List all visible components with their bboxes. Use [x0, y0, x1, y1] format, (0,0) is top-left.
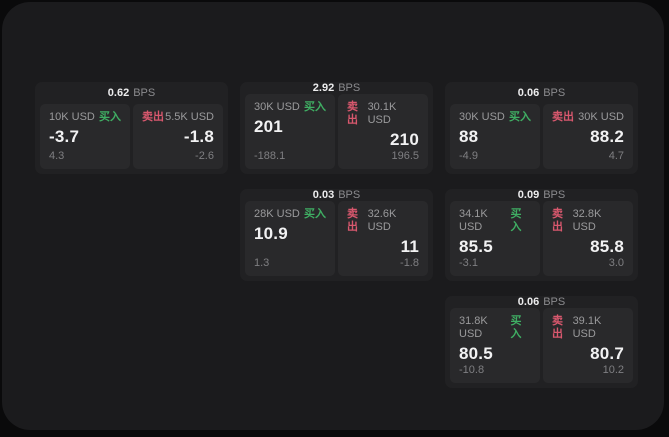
bps-value: 0.09 — [517, 189, 540, 201]
buy-amount: 28K USD — [254, 208, 300, 220]
card-header: 0.09 BPS — [445, 189, 638, 201]
sell-price: 88.2 — [590, 127, 624, 146]
buy-panel[interactable]: 10K USD 买入 -3.7 4.3 — [40, 104, 130, 169]
sell-panel[interactable]: 卖出 5.5K USD -1.8 -2.6 — [133, 104, 223, 169]
price-panels: 34.1K USD 买入 85.5 -3.1 卖出 32.8K USD 85.8… — [445, 201, 638, 281]
sell-label: 卖出 — [552, 208, 563, 233]
sell-panel[interactable]: 卖出 30K USD 88.2 4.7 — [543, 104, 633, 169]
sell-label: 卖出 — [552, 315, 563, 340]
buy-label: 买入 — [510, 315, 522, 340]
sell-label: 卖出 — [347, 208, 358, 233]
sell-panel[interactable]: 卖出 32.8K USD 85.8 3.0 — [543, 201, 633, 276]
buy-panel[interactable]: 31.8K USD 买入 80.5 -10.8 — [450, 308, 540, 383]
buy-price: 201 — [254, 117, 283, 136]
buy-price: 80.5 — [459, 344, 493, 363]
sell-panel[interactable]: 卖出 32.6K USD 11 -1.8 — [338, 201, 428, 276]
price-panels: 10K USD 买入 -3.7 4.3 卖出 5.5K USD -1.8 -2.… — [35, 104, 228, 174]
price-panels: 28K USD 买入 10.9 1.3 卖出 32.6K USD 11 -1.8 — [240, 201, 433, 281]
sell-delta: 3.0 — [608, 257, 624, 269]
quote-card: 0.03 BPS 28K USD 买入 10.9 1.3 卖出 32.6K US… — [240, 189, 433, 281]
buy-panel[interactable]: 30K USD 买入 201 -188.1 — [245, 94, 335, 169]
quote-card: 2.92 BPS 30K USD 买入 201 -188.1 卖出 30.1K … — [240, 82, 433, 174]
buy-panel[interactable]: 34.1K USD 买入 85.5 -3.1 — [450, 201, 540, 276]
sell-label: 卖出 — [142, 111, 164, 123]
buy-label: 买入 — [509, 111, 531, 123]
buy-delta: -10.8 — [459, 364, 485, 376]
sell-price: -1.8 — [183, 127, 214, 146]
sell-label: 卖出 — [347, 101, 358, 126]
card-header: 0.62 BPS — [35, 82, 228, 104]
buy-price: 88 — [459, 127, 479, 146]
buy-delta: -188.1 — [254, 150, 286, 162]
price-panels: 30K USD 买入 88 -4.9 卖出 30K USD 88.2 4.7 — [445, 104, 638, 174]
quote-card: 0.06 BPS 31.8K USD 买入 80.5 -10.8 卖出 39.1… — [445, 296, 638, 388]
sell-price: 210 — [390, 130, 419, 149]
price-panels: 31.8K USD 买入 80.5 -10.8 卖出 39.1K USD 80.… — [445, 308, 638, 388]
quote-board: 0.62 BPS 10K USD 买入 -3.7 4.3 卖出 5.5K USD — [35, 82, 638, 388]
buy-label: 买入 — [304, 101, 326, 113]
quote-card: 0.06 BPS 30K USD 买入 88 -4.9 卖出 30K USD — [445, 82, 638, 174]
buy-amount: 30K USD — [459, 111, 505, 123]
bps-value: 0.62 — [107, 87, 130, 99]
buy-delta: -4.9 — [459, 150, 478, 162]
buy-label: 买入 — [99, 111, 121, 123]
bps-value: 2.92 — [312, 82, 335, 94]
card-header: 0.06 BPS — [445, 82, 638, 104]
sell-delta: 4.7 — [608, 150, 624, 162]
card-header: 2.92 BPS — [240, 82, 433, 94]
bps-unit-label: BPS — [543, 87, 566, 99]
sell-delta: 10.2 — [602, 364, 624, 376]
buy-label: 买入 — [510, 208, 522, 233]
buy-delta: -3.1 — [459, 257, 478, 269]
sell-amount: 39.1K USD — [572, 315, 602, 340]
bps-unit-label: BPS — [543, 296, 566, 308]
buy-amount: 10K USD — [49, 111, 95, 123]
buy-price: 10.9 — [254, 224, 288, 243]
sell-price: 11 — [400, 237, 419, 256]
quote-card: 0.62 BPS 10K USD 买入 -3.7 4.3 卖出 5.5K USD — [35, 82, 228, 174]
sell-amount: 30K USD — [578, 111, 624, 123]
sell-delta: -2.6 — [195, 150, 214, 162]
sell-amount: 30.1K USD — [367, 101, 397, 126]
bps-value: 0.03 — [312, 189, 335, 201]
sell-amount: 32.8K USD — [572, 208, 602, 233]
buy-amount: 31.8K USD — [459, 315, 488, 340]
buy-panel[interactable]: 28K USD 买入 10.9 1.3 — [245, 201, 335, 276]
bps-value: 0.06 — [517, 296, 540, 308]
sell-price: 85.8 — [590, 237, 624, 256]
price-panels: 30K USD 买入 201 -188.1 卖出 30.1K USD 210 1… — [240, 94, 433, 174]
bps-unit-label: BPS — [338, 189, 361, 201]
buy-delta: 4.3 — [49, 150, 65, 162]
quote-card: 0.09 BPS 34.1K USD 买入 85.5 -3.1 卖出 32.8K… — [445, 189, 638, 281]
buy-amount: 30K USD — [254, 101, 300, 113]
buy-label: 买入 — [304, 208, 326, 220]
card-header: 0.03 BPS — [240, 189, 433, 201]
sell-amount: 5.5K USD — [165, 111, 214, 123]
sell-delta: 196.5 — [391, 150, 419, 162]
sell-price: 80.7 — [590, 344, 624, 363]
card-header: 0.06 BPS — [445, 296, 638, 308]
sell-panel[interactable]: 卖出 30.1K USD 210 196.5 — [338, 94, 428, 169]
sell-label: 卖出 — [552, 111, 574, 123]
bps-unit-label: BPS — [338, 82, 361, 94]
bps-value: 0.06 — [517, 87, 540, 99]
bps-unit-label: BPS — [543, 189, 566, 201]
sell-amount: 32.6K USD — [367, 208, 397, 233]
sell-delta: -1.8 — [400, 257, 419, 269]
buy-delta: 1.3 — [254, 257, 270, 269]
buy-amount: 34.1K USD — [459, 208, 488, 233]
buy-panel[interactable]: 30K USD 买入 88 -4.9 — [450, 104, 540, 169]
bps-unit-label: BPS — [133, 87, 156, 99]
buy-price: -3.7 — [49, 127, 80, 146]
sell-panel[interactable]: 卖出 39.1K USD 80.7 10.2 — [543, 308, 633, 383]
app-window: 0.62 BPS 10K USD 买入 -3.7 4.3 卖出 5.5K USD — [2, 2, 664, 430]
buy-price: 85.5 — [459, 237, 493, 256]
